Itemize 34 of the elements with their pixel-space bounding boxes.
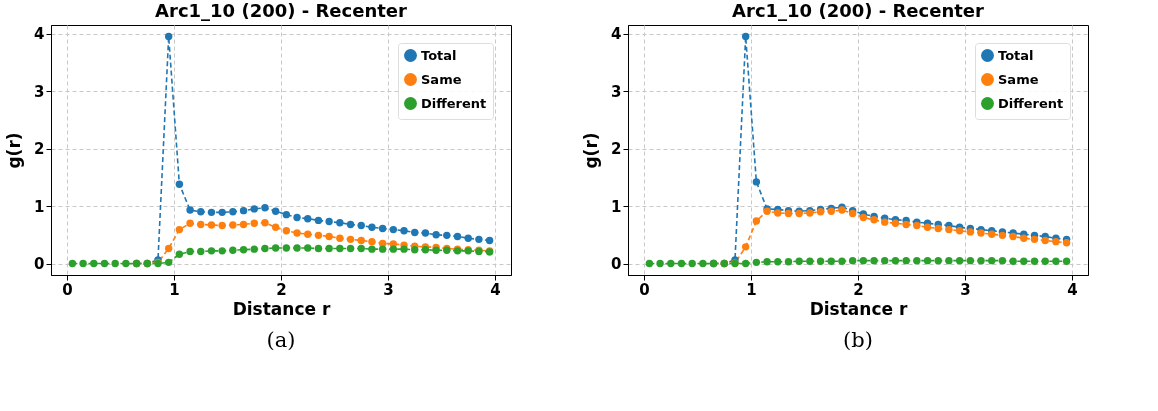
legend-label: Total [421, 47, 457, 63]
x-tick-label: 3 [960, 280, 971, 299]
x-axis-title: Distance r [232, 298, 331, 319]
y-tick-label: 2 [34, 140, 45, 159]
legend-label: Total [998, 47, 1034, 63]
y-axis-title: g(r) [581, 132, 602, 169]
y-tick-label: 0 [34, 255, 45, 274]
x-tick-label: 1 [746, 280, 757, 299]
x-tick-label: 0 [62, 280, 73, 299]
y-tick-label: 0 [611, 255, 622, 274]
x-axis-title: Distance r [809, 298, 908, 319]
y-tick-label: 4 [34, 25, 45, 44]
legend-label: Different [421, 95, 487, 111]
y-tick-label: 1 [34, 197, 45, 216]
x-tick-label: 0 [639, 280, 650, 299]
x-tick-label: 1 [169, 280, 180, 299]
x-tick-label: 2 [276, 280, 287, 299]
y-tick-label: 2 [611, 140, 622, 159]
legend-label: Same [998, 71, 1039, 87]
chart-title: Arc1_10 (200) - Recenter [155, 0, 408, 21]
x-tick-label: 3 [383, 280, 394, 299]
x-tick-label: 4 [490, 280, 501, 299]
x-tick-label: 4 [1067, 280, 1078, 299]
chart-title: Arc1_10 (200) - Recenter [732, 0, 985, 21]
legend-label: Different [998, 95, 1064, 111]
y-tick-label: 3 [34, 82, 45, 101]
y-tick-label: 4 [611, 25, 622, 44]
y-axis-title: g(r) [4, 132, 25, 169]
y-tick-label: 3 [611, 82, 622, 101]
y-tick-label: 1 [611, 197, 622, 216]
x-tick-label: 2 [853, 280, 864, 299]
text: (b) [843, 328, 873, 352]
legend-label: Same [421, 71, 462, 87]
text: (a) [266, 328, 296, 352]
